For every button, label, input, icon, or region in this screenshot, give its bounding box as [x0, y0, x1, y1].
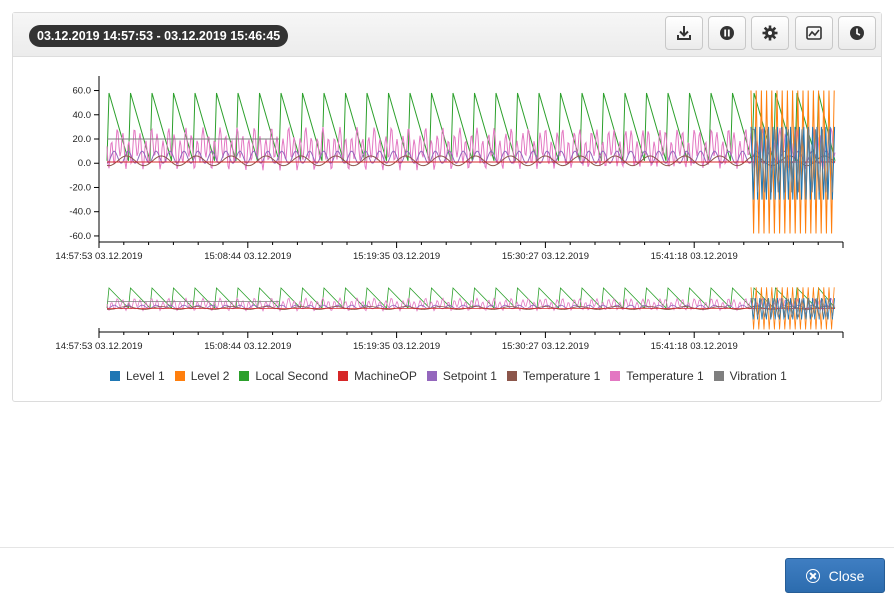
chart-panel: 03.12.2019 14:57:53 - 03.12.2019 15:46:4…	[12, 12, 882, 402]
pause-button[interactable]	[708, 16, 746, 50]
series-temperature-1-pink	[106, 126, 836, 171]
x-tick-label: 15:08:44 03.12.2019	[204, 251, 291, 262]
series-vibration-1-end	[751, 128, 834, 193]
x-tick-label: 15:19:35 03.12.2019	[353, 251, 440, 262]
overview-navigator[interactable]: 14:57:53 03.12.2019 15:08:44 03.12.2019 15…	[55, 287, 844, 352]
x-tick-label: 15:41:18 03.12.2019	[651, 341, 738, 352]
series-vibration-1-end	[751, 298, 833, 318]
legend-item[interactable]: Temperature 1	[506, 369, 601, 383]
settings-button[interactable]	[751, 16, 789, 50]
download-icon	[677, 26, 691, 40]
legend-label: Temperature 1	[626, 369, 704, 383]
legend-label: Setpoint 1	[442, 369, 497, 383]
legend-item[interactable]: Level 2	[174, 369, 230, 383]
legend-label: Level 1	[126, 369, 165, 383]
legend-item[interactable]: MachineOP	[338, 369, 417, 383]
series-temperature-1-brown	[106, 155, 836, 167]
legend-item[interactable]: Setpoint 1	[426, 369, 497, 383]
close-label: Close	[828, 567, 865, 584]
y-tick-label: 60.0	[73, 86, 92, 97]
time-range-badge: 03.12.2019 14:57:53 - 03.12.2019 15:46:4…	[29, 25, 289, 47]
x-tick-label: 15:41:18 03.12.2019	[651, 251, 738, 262]
y-tick-label: -40.0	[69, 207, 91, 218]
series-level-1	[750, 297, 835, 320]
y-tick-label: 20.0	[73, 134, 92, 145]
series-setpoint-1	[106, 150, 836, 164]
legend-label: Level 2	[190, 369, 230, 383]
y-tick-label: 0.0	[78, 158, 91, 169]
chart-area-icon	[806, 26, 822, 40]
legend-swatch	[506, 371, 517, 381]
legend-item[interactable]: Temperature 1	[610, 369, 704, 383]
legend-item[interactable]: Vibration 1	[713, 369, 787, 383]
x-tick-label: 14:57:53 03.12.2019	[55, 341, 142, 352]
download-button[interactable]	[665, 16, 703, 50]
legend-swatch	[713, 371, 724, 381]
x-tick-label: 15:30:27 03.12.2019	[502, 251, 589, 262]
clock-icon	[850, 26, 864, 40]
legend-item[interactable]: Local Second	[239, 369, 328, 383]
legend-label: Temperature 1	[522, 369, 601, 383]
pause-icon	[720, 26, 734, 40]
x-tick-label: 15:30:27 03.12.2019	[502, 341, 589, 352]
series-local-second	[106, 287, 836, 309]
series-temperature-1-brown	[106, 306, 836, 310]
dialog-footer	[0, 547, 894, 601]
close-circle-icon	[805, 568, 820, 583]
panel-header: 03.12.2019 14:57:53 - 03.12.2019 15:46:4…	[13, 13, 881, 57]
gear-icon	[762, 25, 778, 41]
x-tick-label: 14:57:53 03.12.2019	[55, 251, 142, 262]
chart-legend: Level 1 Level 2 Local Second MachineOP Setpo…	[110, 368, 797, 384]
legend-swatch	[610, 371, 621, 381]
timeseries-chart: 60.0 40.0 20.0 0.0 -20.0 -40.0 -60.0 14:57:53 0…	[55, 76, 844, 352]
x-tick-label: 15:08:44 03.12.2019	[204, 341, 291, 352]
y-tick-label: -60.0	[69, 231, 91, 242]
x-tick-label: 15:19:35 03.12.2019	[353, 341, 440, 352]
legend-swatch	[174, 371, 185, 381]
history-button[interactable]	[838, 16, 876, 50]
series-level-1	[750, 126, 836, 200]
legend-item[interactable]: Level 1	[110, 369, 165, 383]
legend-swatch	[110, 371, 120, 381]
legend-label: Local Second	[255, 369, 329, 383]
chart-type-button[interactable]	[795, 16, 833, 50]
y-tick-label: 40.0	[73, 110, 92, 121]
main-plot: 60.0 40.0 20.0 0.0 -20.0 -40.0 -60.0 14:57:53 0…	[55, 76, 844, 262]
y-tick-label: -20.0	[69, 182, 91, 193]
legend-swatch	[338, 371, 349, 381]
close-button[interactable]: Close	[785, 558, 885, 593]
legend-swatch	[239, 371, 250, 381]
legend-label: MachineOP	[354, 369, 417, 383]
series-local-second	[106, 92, 836, 161]
legend-swatch	[426, 371, 437, 381]
legend-label: Vibration 1	[729, 369, 787, 383]
